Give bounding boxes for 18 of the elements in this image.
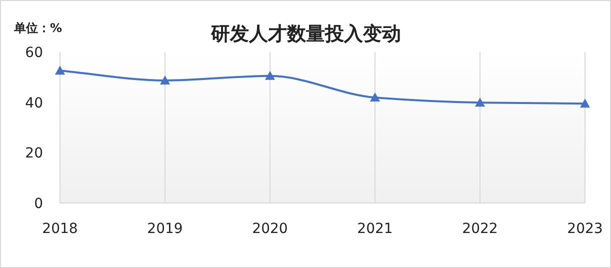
- y-tick-label: 40: [25, 95, 43, 112]
- y-tick-label: 20: [25, 146, 43, 162]
- x-tick-label: 2019: [147, 221, 183, 237]
- point: [55, 66, 65, 75]
- y-axis-title: 单位：%: [13, 21, 62, 35]
- y-tick-label: 0: [34, 196, 43, 212]
- x-tick-label: 2023: [567, 221, 603, 237]
- point: [160, 75, 170, 84]
- y-tick-label: 60: [25, 45, 43, 61]
- point: [475, 98, 485, 107]
- point: [580, 98, 590, 108]
- x-tick-label: 2021: [357, 221, 393, 237]
- chart-title: 研发人才数量投入变动: [210, 23, 401, 45]
- x-tick-label: 2020: [252, 221, 288, 237]
- point: [265, 70, 275, 80]
- point: [370, 92, 380, 102]
- x-tick-label: 2022: [462, 221, 498, 237]
- x-tick-label: 2018: [42, 221, 78, 237]
